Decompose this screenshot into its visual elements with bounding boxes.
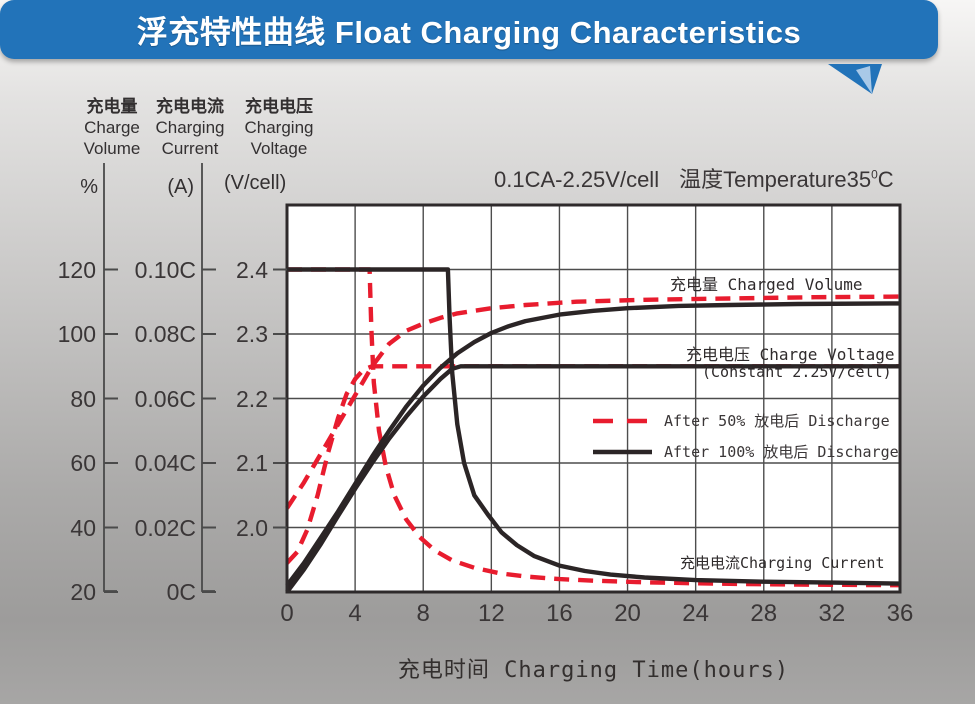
axis-header-charging-voltage: 充电电压 Charging Voltage [233, 96, 325, 159]
label-charging-current: 充电电流Charging Current [680, 554, 885, 572]
y-tick-label-percent: 100 [57, 321, 96, 347]
series-charged-volume-after-50-discharge [285, 294, 901, 510]
axis-header-en2: Voltage [250, 139, 308, 158]
axis-header-en1: Charging [155, 118, 225, 137]
unit-ampere: (A) [167, 176, 194, 198]
x-tick-label: 12 [477, 600, 505, 627]
label-charged-volume: 充电量 Charged Volume [670, 275, 863, 294]
y-tick-label-voltage: 2.2 [236, 385, 268, 412]
x-tick-label: 28 [750, 600, 778, 627]
y-tick-label-current: 0.10C [134, 256, 196, 283]
condition-temperature: 温度Temperature35 [679, 167, 872, 192]
series-charged-volume-after-100-discharge [285, 301, 901, 587]
y-tick-label-voltage: 2.4 [236, 256, 268, 283]
x-tick-label: 24 [682, 600, 709, 627]
banner-tail-light [856, 66, 872, 94]
legend-after-100-discharge: After 100% 放电后 Discharge [664, 443, 899, 461]
axis-header-zh: 充电电流 [156, 97, 224, 116]
title-banner: 浮充特性曲线 Float Charging Characteristics [0, 0, 938, 59]
legend-after-50-discharge: After 50% 放电后 Discharge [664, 412, 890, 430]
axis-header-zh: 充电电压 [245, 97, 313, 116]
x-tick-label: 20 [614, 600, 641, 627]
y-tick-label-percent: 20 [70, 579, 96, 605]
y-tick-label-voltage: 2.0 [236, 514, 268, 541]
label-charge-voltage: 充电电压 Charge Voltage [686, 345, 895, 364]
series-charging-current-after-50-discharge [287, 267, 901, 588]
condition-temp-unit: C [877, 167, 894, 192]
x-tick-label: 0 [280, 600, 294, 627]
series-charging-current-after-100-discharge [287, 267, 901, 586]
unit-percent: % [80, 176, 98, 198]
y-tick-label-current: 0.06C [134, 385, 196, 412]
series-charging-voltage-after-50-discharge [285, 364, 900, 565]
y-tick-label-percent: 120 [57, 256, 96, 283]
x-tick-label: 4 [348, 600, 362, 627]
y-tick-label-current: 0.02C [134, 514, 196, 541]
condition-rate: 0.1CA-2.25V/cell [494, 167, 660, 192]
axis-header-en1: Charging [244, 118, 314, 137]
y-tick-label-percent: 40 [70, 514, 96, 541]
x-axis-title: 充电时间 Charging Time(hours) [397, 658, 790, 683]
page-title: 浮充特性曲线 Float Charging Characteristics [136, 15, 802, 50]
y-tick-label-current: 0.08C [134, 321, 196, 347]
axis-header-en2: Current [161, 139, 219, 158]
axis-header-charge-volume: 充电量 Charge Volume [68, 96, 156, 159]
x-tick-label: 16 [546, 600, 573, 627]
y-tick-label-percent: 60 [70, 450, 96, 476]
unit-vcell: (V/cell) [224, 172, 287, 194]
y-tick-label-percent: 80 [70, 385, 96, 412]
test-condition: 0.1CA-2.25V/cell 温度Temperature350C [494, 162, 894, 194]
axis-header-zh: 充电量 [86, 97, 138, 116]
x-tick-label: 36 [886, 600, 914, 627]
x-tick-label: 8 [416, 600, 430, 627]
y-tick-label-voltage: 2.3 [236, 321, 268, 347]
y-tick-label-current: 0C [166, 579, 196, 605]
x-tick-label: 32 [818, 600, 846, 627]
axis-header-en2: Volume [83, 139, 141, 158]
axis-header-charging-current: 充电电流 Charging Current [148, 96, 232, 159]
axis-header-en1: Charge [84, 118, 140, 137]
y-tick-label-current: 0.04C [134, 450, 196, 476]
y-tick-label-voltage: 2.1 [236, 450, 268, 476]
label-constant-voltage: (Constant 2.25V/cell) [702, 363, 892, 381]
banner-tail-icon [828, 64, 882, 94]
degree-symbol: 0 [871, 167, 878, 182]
